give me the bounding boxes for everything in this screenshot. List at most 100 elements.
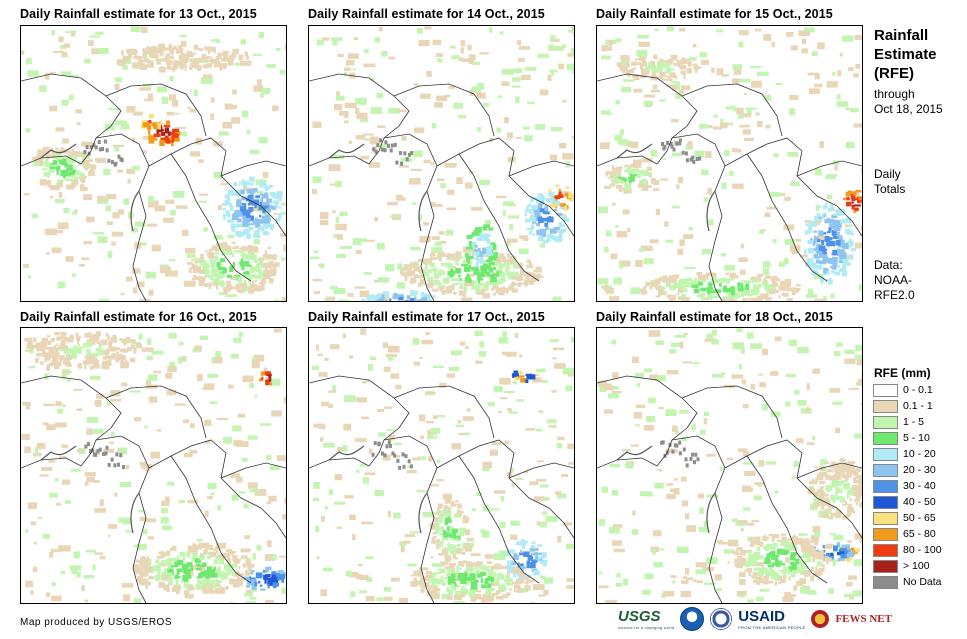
rain-cell bbox=[61, 479, 71, 485]
legend-title: RFE (mm) bbox=[874, 366, 931, 380]
rain-cell bbox=[382, 291, 389, 298]
rain-cell bbox=[192, 61, 200, 67]
rain-cell bbox=[471, 249, 475, 254]
rain-cell bbox=[713, 114, 719, 118]
rain-cell bbox=[444, 94, 451, 98]
country-border bbox=[508, 160, 574, 177]
no-data-cell bbox=[114, 161, 118, 166]
rain-cell bbox=[270, 378, 281, 386]
rain-cell bbox=[794, 390, 800, 395]
rain-cell bbox=[812, 526, 821, 533]
rain-cell bbox=[174, 137, 180, 142]
rain-cell bbox=[653, 56, 658, 60]
no-data-cell bbox=[689, 456, 693, 461]
rain-cell bbox=[214, 583, 221, 587]
rain-cell bbox=[490, 582, 500, 586]
rain-cell bbox=[514, 68, 523, 74]
no-data-cell bbox=[663, 144, 667, 149]
rain-cell bbox=[786, 298, 793, 301]
rain-cell bbox=[666, 370, 679, 375]
rain-cell bbox=[218, 274, 226, 278]
rain-cell bbox=[402, 266, 407, 271]
rain-cell bbox=[548, 216, 552, 222]
rain-cell bbox=[195, 563, 201, 567]
rain-cell bbox=[786, 289, 791, 292]
rain-cell bbox=[126, 105, 136, 113]
rain-cell bbox=[254, 581, 258, 587]
rain-cell bbox=[515, 283, 519, 286]
rain-cell bbox=[75, 335, 81, 339]
rain-cell bbox=[828, 226, 832, 232]
rain-cell bbox=[203, 227, 208, 232]
rain-cell bbox=[450, 273, 455, 277]
rain-cell bbox=[691, 424, 696, 431]
rain-cell bbox=[147, 374, 158, 382]
rain-cell bbox=[263, 367, 267, 374]
rain-cell bbox=[429, 484, 439, 487]
rain-cell bbox=[496, 271, 502, 275]
rain-cell bbox=[756, 577, 760, 581]
rain-cell bbox=[816, 553, 820, 557]
rain-cell bbox=[26, 58, 32, 65]
rain-cell bbox=[842, 515, 847, 520]
rain-cell bbox=[494, 279, 500, 285]
rain-cell bbox=[838, 237, 843, 244]
rain-cell bbox=[237, 232, 243, 238]
rain-cell bbox=[830, 559, 841, 562]
rain-cell bbox=[858, 284, 862, 291]
rain-cell bbox=[857, 378, 862, 386]
rain-cell bbox=[486, 246, 490, 248]
rain-cell bbox=[46, 592, 51, 597]
rain-cell bbox=[774, 574, 779, 581]
rain-cell bbox=[388, 107, 400, 114]
rain-cell bbox=[727, 457, 733, 461]
rain-cell bbox=[759, 575, 763, 581]
rain-cell bbox=[512, 373, 519, 376]
rain-cell bbox=[356, 397, 368, 403]
rain-cell bbox=[601, 110, 611, 115]
rain-cell bbox=[451, 255, 455, 261]
rain-cell bbox=[627, 165, 630, 170]
rain-cell bbox=[628, 176, 635, 180]
rain-cell bbox=[707, 124, 713, 129]
rain-cell bbox=[819, 260, 827, 265]
rain-cell bbox=[598, 571, 602, 574]
rain-cell bbox=[54, 199, 65, 203]
rain-cell bbox=[92, 338, 99, 342]
rain-cell bbox=[266, 198, 272, 203]
rain-cell bbox=[66, 184, 73, 190]
rain-cell bbox=[831, 253, 838, 256]
rain-cell bbox=[773, 570, 776, 575]
rain-cell bbox=[271, 554, 277, 560]
rain-cell bbox=[37, 149, 45, 157]
rain-cell bbox=[190, 423, 195, 429]
no-data-cell bbox=[105, 445, 109, 450]
rain-cell bbox=[623, 79, 635, 82]
rain-cell bbox=[359, 116, 368, 123]
legend-label: 30 - 40 bbox=[903, 480, 936, 492]
rain-cell bbox=[281, 297, 286, 301]
rain-cell bbox=[723, 285, 727, 291]
rain-cell bbox=[482, 467, 490, 472]
rain-cell bbox=[531, 224, 535, 229]
rain-cell bbox=[164, 135, 169, 139]
rain-cell bbox=[111, 355, 115, 360]
rain-cell bbox=[835, 427, 840, 434]
rain-cell bbox=[518, 282, 521, 287]
rain-cell bbox=[529, 279, 535, 285]
rain-cell bbox=[519, 569, 523, 572]
rain-cell bbox=[842, 243, 849, 249]
rain-cell bbox=[247, 435, 258, 440]
rain-cell bbox=[204, 569, 212, 576]
rain-cell bbox=[86, 349, 91, 352]
rain-cell bbox=[655, 340, 664, 345]
rain-cell bbox=[677, 287, 684, 293]
rain-cell bbox=[234, 276, 237, 280]
rain-cell bbox=[187, 106, 191, 109]
rain-cell bbox=[432, 39, 442, 45]
rain-cell bbox=[96, 341, 101, 345]
rain-cell bbox=[507, 564, 512, 570]
map-panel-13-oct bbox=[20, 25, 287, 302]
rain-cell bbox=[323, 442, 335, 448]
rain-cell bbox=[269, 382, 272, 386]
